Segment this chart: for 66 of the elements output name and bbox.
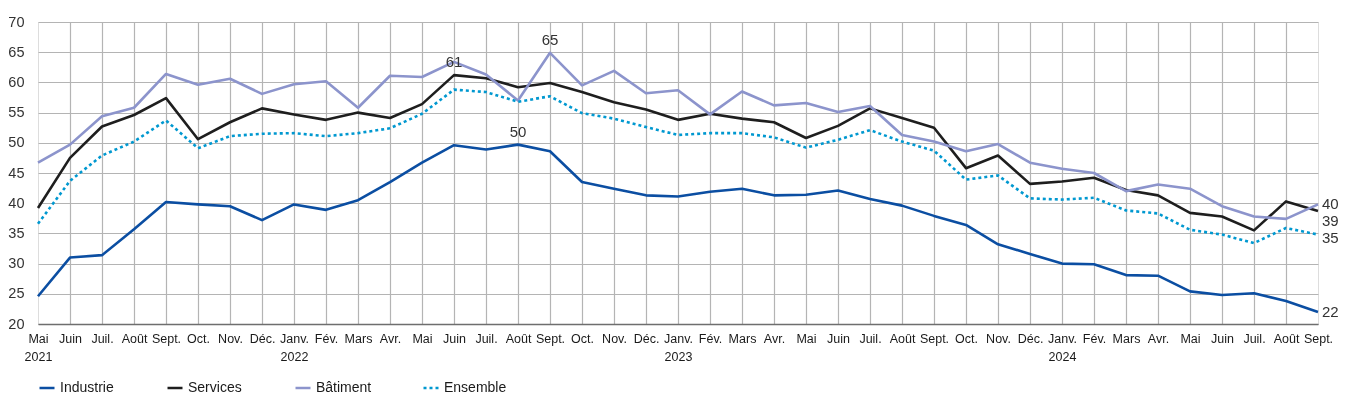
x-tick-label: Juin (1211, 331, 1235, 346)
x-tick-label: Nov. (986, 331, 1011, 346)
x-tick-label: Déc. (633, 331, 660, 346)
x-tick-label: Mai (1180, 331, 1201, 346)
x-tick-label: Nov. (602, 331, 627, 346)
x-tick-label: Sept. (1303, 331, 1334, 346)
x-tick-label: Mai (412, 331, 433, 346)
x-tick-label: Fév. (698, 331, 723, 346)
y-tick-label: 70 (8, 13, 25, 30)
legend-label: Ensemble (444, 379, 507, 395)
x-tick-label: Août (505, 331, 532, 346)
data-label: 65 (541, 30, 559, 48)
y-tick-label: 25 (8, 285, 25, 302)
y-tick-label: 30 (8, 255, 25, 272)
x-tick-label: Fév. (314, 331, 339, 346)
x-tick-label: Avr. (763, 331, 786, 346)
data-label: 39 (1322, 212, 1339, 230)
x-tick-label: Fév. (1082, 331, 1107, 346)
y-tick-label: 45 (8, 164, 25, 181)
x-tick-label: Mars (728, 331, 757, 346)
x-tick-label: Nov. (218, 331, 243, 346)
line-series (36, 51, 1320, 221)
x-tick-label: Avr. (1147, 331, 1170, 346)
x-tick-label: Août (889, 331, 916, 346)
x-tick-label: Janv. 2022 (280, 331, 309, 364)
x-tick-label: Avr. (379, 331, 402, 346)
data-label: 35 (1322, 229, 1339, 247)
y-tick-label: 40 (8, 194, 25, 211)
x-tick-label: Mai 2021 (24, 331, 53, 364)
x-tick-label: Sept. (151, 331, 182, 346)
x-tick-label: Mai (796, 331, 817, 346)
x-tick-label: Juil. (1243, 331, 1266, 346)
y-tick-label: 50 (8, 134, 25, 151)
y-tick-label: 35 (8, 224, 25, 241)
x-tick-label: Oct. (571, 331, 594, 346)
x-tick-label: Juil. (859, 331, 882, 346)
data-label: 40 (1322, 195, 1339, 213)
legend-label: Services (188, 379, 242, 395)
x-tick-label: Août (1273, 331, 1300, 346)
x-tick-label: Déc. (249, 331, 276, 346)
x-tick-label: Janv. 2024 (1048, 331, 1077, 364)
x-tick-label: Oct. (955, 331, 978, 346)
y-tick-label: 55 (8, 104, 25, 121)
x-tick-label: Mars (1112, 331, 1141, 346)
data-label: 22 (1322, 302, 1339, 320)
legend-label: Bâtiment (316, 379, 372, 395)
legend-label: Industrie (60, 379, 114, 395)
x-tick-label: Sept. (919, 331, 950, 346)
y-tick-label: 60 (8, 73, 25, 90)
x-tick-label: Déc. (1017, 331, 1044, 346)
x-tick-label: Sept. (535, 331, 566, 346)
line-series (36, 73, 1320, 232)
y-tick-label: 20 (8, 315, 25, 332)
x-tick-label: Juil. (91, 331, 114, 346)
data-label: 61 (445, 53, 463, 71)
x-tick-label: Janv. 2023 (664, 331, 693, 364)
x-tick-label: Oct. (187, 331, 210, 346)
x-tick-label: Juil. (475, 331, 498, 346)
y-tick-label: 65 (8, 43, 25, 60)
line-series (36, 143, 1320, 314)
data-label: 50 (509, 122, 527, 140)
x-tick-label: Juin (59, 331, 83, 346)
x-tick-label: Août (121, 331, 148, 346)
x-tick-label: Juin (827, 331, 851, 346)
x-tick-label: Mars (344, 331, 373, 346)
x-tick-label: Juin (443, 331, 467, 346)
